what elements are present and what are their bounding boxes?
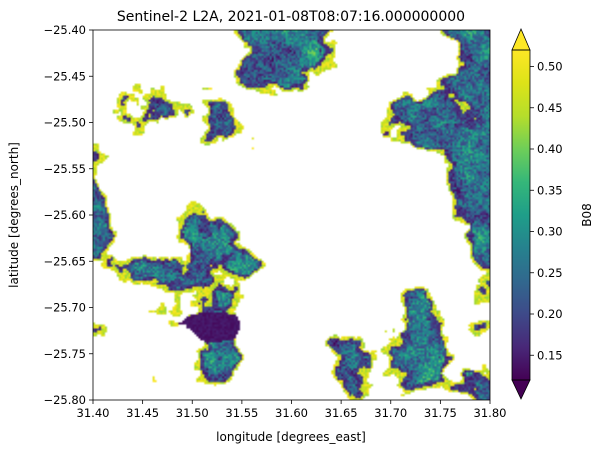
y-tick-label: −25.65	[43, 254, 86, 268]
x-axis: 31.40 31.45 31.50 31.55 31.60 31.65 31.70 31.75…	[77, 400, 507, 420]
y-tick-label: −25.75	[43, 347, 86, 361]
colorbar-frame	[511, 49, 531, 381]
x-tick-label: 31.55	[225, 406, 258, 420]
y-tick-label: −25.70	[43, 301, 86, 315]
chart-title: Sentinel-2 L2A, 2021-01-08T08:07:16.0000…	[117, 9, 465, 25]
x-tick-label: 31.80	[474, 406, 507, 420]
y-tick-label: −25.80	[43, 393, 86, 407]
colorbar-tick-label: 0.15	[537, 348, 563, 362]
y-tick-label: −25.60	[43, 208, 86, 222]
colorbar-tick-label: 0.50	[537, 60, 563, 74]
y-tick-label: −25.50	[43, 116, 86, 130]
colorbar-extend-top	[511, 27, 531, 51]
heatmap-raster	[93, 30, 490, 400]
y-axis-label: latitude [degrees_north]	[7, 142, 21, 288]
colorbar-ticks: 0.15 0.20 0.25 0.30 0.35 0.40 0.45 0.50	[530, 60, 563, 362]
colorbar-extend-bottom	[511, 379, 531, 400]
y-tick-label: −25.45	[43, 69, 86, 83]
x-tick-label: 31.50	[176, 406, 209, 420]
x-tick-label: 31.45	[126, 406, 159, 420]
colorbar-tick-label: 0.40	[537, 142, 563, 156]
colorbar-tick-label: 0.30	[537, 225, 563, 239]
x-axis-label: longitude [degrees_east]	[216, 430, 366, 444]
x-tick-label: 31.75	[424, 406, 457, 420]
y-axis: −25.40 −25.45 −25.50 −25.55 −25.60 −25.65 −25.…	[43, 23, 93, 407]
colorbar-label: B08	[580, 203, 594, 227]
x-tick-label: 31.60	[275, 406, 308, 420]
colorbar-tick-label: 0.45	[537, 101, 563, 115]
raster-image	[93, 30, 490, 400]
colorbar-gradient	[512, 50, 530, 380]
colorbar-tick-label: 0.35	[537, 183, 563, 197]
colorbar-tick-label: 0.25	[537, 266, 563, 280]
y-tick-label: −25.55	[43, 162, 86, 176]
colorbar-tick-label: 0.20	[537, 307, 563, 321]
x-tick-label: 31.65	[325, 406, 358, 420]
colorbar: 0.15 0.20 0.25 0.30 0.35 0.40 0.45 0.50 B08	[511, 27, 594, 400]
y-tick-label: −25.40	[43, 23, 86, 37]
x-tick-label: 31.70	[374, 406, 407, 420]
x-tick-label: 31.40	[77, 406, 110, 420]
